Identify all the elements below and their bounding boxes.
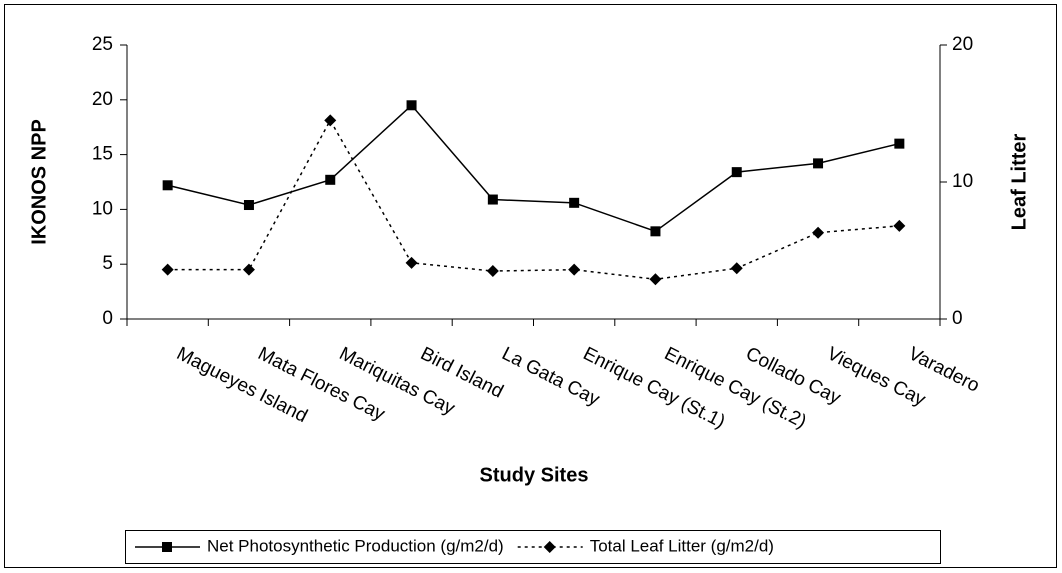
data-point	[650, 226, 661, 237]
data-point	[812, 226, 825, 239]
data-point	[486, 265, 499, 278]
data-point	[242, 263, 255, 276]
data-point	[405, 256, 418, 269]
legend-label: Total Leaf Litter (g/m2/d)	[590, 536, 774, 555]
series-line	[167, 118, 900, 281]
data-point	[487, 194, 498, 205]
chart-border	[4, 4, 1057, 568]
data-point	[162, 542, 172, 552]
data-point	[161, 263, 174, 276]
data-point	[730, 262, 743, 275]
data-point	[324, 114, 337, 127]
x-axis-title: Study Sites	[480, 464, 589, 486]
y-tick-label: 10	[92, 198, 113, 219]
data-point	[813, 158, 824, 169]
data-point	[894, 138, 905, 149]
y2-axis-title: Leaf Litter	[1008, 133, 1030, 230]
series-line	[167, 104, 900, 233]
y2-tick-label: 10	[952, 171, 973, 192]
data-point	[649, 273, 662, 286]
data-point	[325, 174, 336, 185]
data-point	[243, 200, 254, 211]
y-tick-label: 15	[92, 144, 113, 165]
legend-label: Net Photosynthetic Production (g/m2/d)	[207, 536, 504, 555]
y-tick-label: 25	[92, 34, 113, 55]
y-tick-label: 5	[102, 253, 113, 274]
y-tick-label: 0	[102, 308, 113, 329]
data-point	[406, 100, 417, 111]
data-point	[569, 197, 580, 208]
y2-tick-label: 0	[952, 308, 963, 329]
data-point	[568, 263, 581, 276]
y-tick-label: 20	[92, 89, 113, 110]
data-point	[893, 219, 906, 232]
data-point	[162, 180, 173, 191]
y-axis-title: IKONOS NPP	[28, 119, 50, 245]
y2-tick-label: 20	[952, 34, 973, 55]
data-point	[543, 541, 556, 553]
data-point	[731, 167, 742, 178]
